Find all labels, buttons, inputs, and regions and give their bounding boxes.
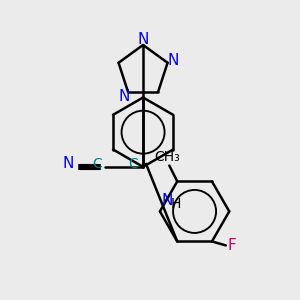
Text: C: C (93, 157, 102, 171)
Text: N: N (62, 156, 74, 171)
Text: F: F (228, 238, 236, 253)
Text: N: N (167, 53, 179, 68)
Text: N: N (161, 193, 173, 208)
Text: C: C (128, 157, 138, 171)
Text: H: H (171, 197, 181, 211)
Text: N: N (119, 89, 130, 104)
Text: CH₃: CH₃ (154, 150, 180, 164)
Text: N: N (137, 32, 149, 46)
